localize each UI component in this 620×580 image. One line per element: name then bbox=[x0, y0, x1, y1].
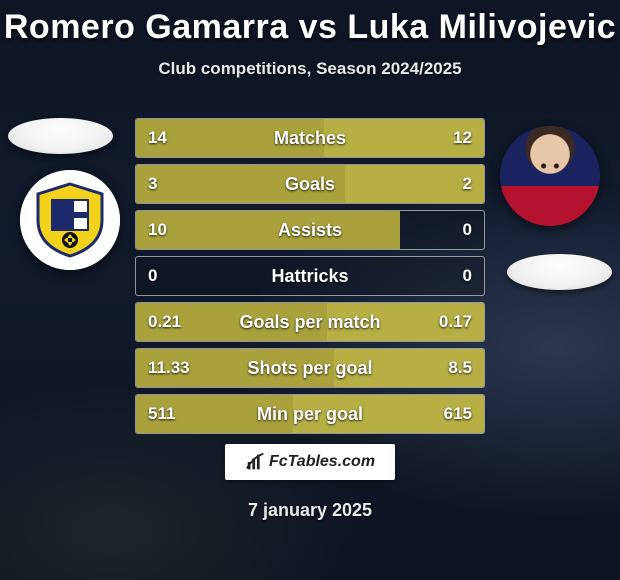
date-text: 7 january 2025 bbox=[0, 500, 620, 521]
chart-icon bbox=[245, 451, 267, 473]
stats-table: 1412Matches 32Goals 100Assists 00Hattricks 0… bbox=[135, 118, 485, 440]
stat-label: Matches bbox=[136, 119, 484, 157]
stat-label: Assists bbox=[136, 211, 484, 249]
club-crest-icon bbox=[20, 170, 120, 270]
stat-row: 100Assists bbox=[135, 210, 485, 250]
stat-label: Shots per goal bbox=[136, 349, 484, 387]
stat-label: Hattricks bbox=[136, 257, 484, 295]
avatar-icon bbox=[500, 126, 600, 226]
subtitle: Club competitions, Season 2024/2025 bbox=[0, 59, 620, 79]
stat-row: 0.210.17Goals per match bbox=[135, 302, 485, 342]
stat-label: Goals bbox=[136, 165, 484, 203]
stat-row: 00Hattricks bbox=[135, 256, 485, 296]
stat-label: Min per goal bbox=[136, 395, 484, 433]
stat-row: 32Goals bbox=[135, 164, 485, 204]
player-left-crest bbox=[20, 170, 120, 270]
brand-text: FcTables.com bbox=[269, 453, 375, 471]
player-right-oval bbox=[507, 254, 612, 290]
stat-row: 11.338.5Shots per goal bbox=[135, 348, 485, 388]
stat-row: 511615Min per goal bbox=[135, 394, 485, 434]
stat-row: 1412Matches bbox=[135, 118, 485, 158]
comparison-card: Romero Gamarra vs Luka Milivojevic Club … bbox=[0, 0, 620, 580]
page-title: Romero Gamarra vs Luka Milivojevic bbox=[0, 0, 620, 47]
player-left-oval bbox=[8, 118, 113, 154]
player-right-avatar bbox=[500, 126, 600, 226]
brand-logo: FcTables.com bbox=[225, 444, 395, 480]
stat-label: Goals per match bbox=[136, 303, 484, 341]
